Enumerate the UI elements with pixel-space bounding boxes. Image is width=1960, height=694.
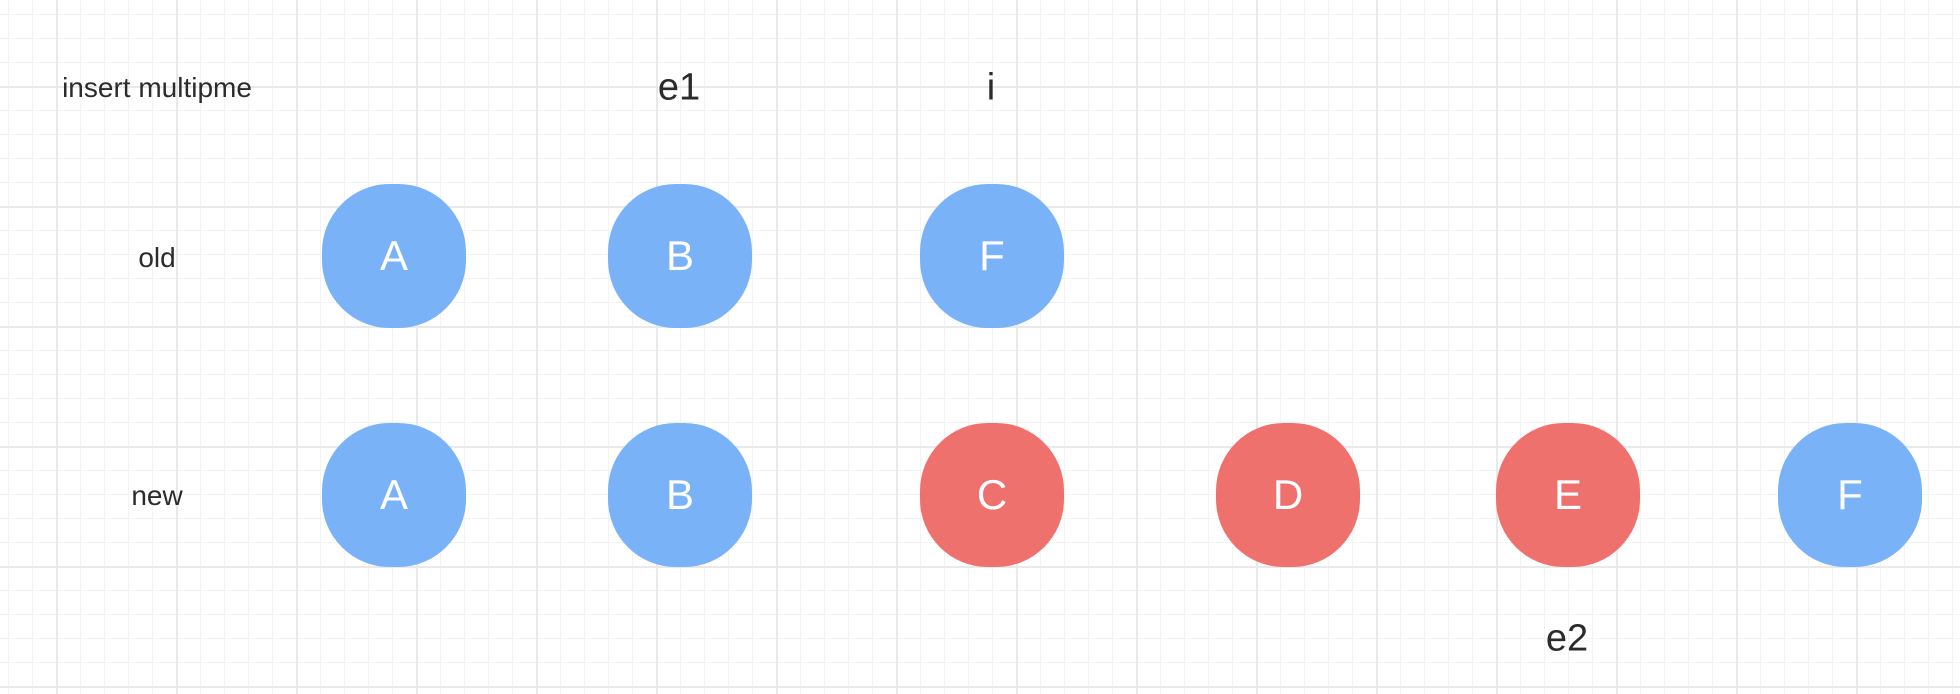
node-label: B: [665, 232, 694, 279]
node-label: A: [379, 471, 408, 518]
new-node-a: A: [322, 423, 466, 567]
node-label: B: [665, 471, 694, 518]
node-label: F: [1837, 471, 1863, 518]
row-label-old: old: [138, 242, 176, 273]
new-node-f: F: [1778, 423, 1922, 567]
pointer-e2-label: e2: [1545, 617, 1589, 660]
new-node-c: C: [920, 423, 1064, 567]
new-node-b: B: [608, 423, 752, 567]
row-label-new: new: [131, 480, 183, 511]
new-node-e: E: [1496, 423, 1640, 567]
old-node-b: B: [608, 184, 752, 328]
node-label: C: [976, 471, 1008, 518]
old-node-a: A: [322, 184, 466, 328]
node-label: A: [379, 232, 408, 279]
old-node-f: F: [920, 184, 1064, 328]
node-label: E: [1553, 471, 1582, 518]
diagram-title: insert multipme: [62, 72, 252, 103]
node-label: D: [1272, 471, 1304, 518]
pointer-i-label: i: [986, 66, 996, 109]
new-node-d: D: [1216, 423, 1360, 567]
pointer-e1-label: e1: [657, 66, 701, 109]
node-label: F: [979, 232, 1005, 279]
